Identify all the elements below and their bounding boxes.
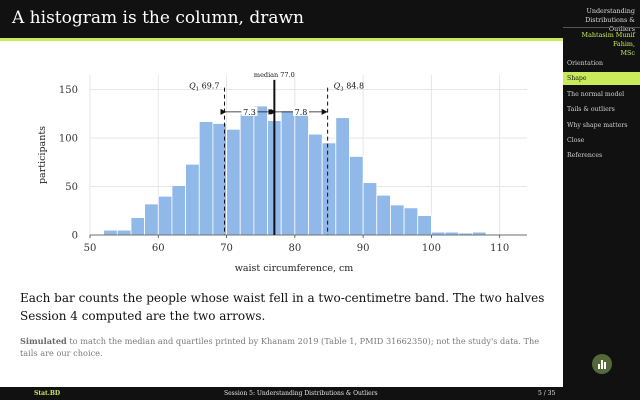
y-tick-label: 50 — [65, 182, 78, 193]
histogram-bar — [362, 182, 378, 236]
nav-item-why-shape-matters[interactable]: Why shape matters — [567, 121, 628, 129]
x-tick-label: 110 — [490, 243, 509, 254]
x-tick-label: 50 — [84, 243, 97, 254]
histogram-bar — [144, 203, 159, 236]
sidebar-divider — [563, 27, 640, 28]
histogram-bar — [349, 156, 364, 236]
histogram-bar — [471, 231, 487, 236]
histogram-bar — [417, 215, 432, 236]
deck-author-line2: MSc — [620, 49, 635, 57]
histogram-bar — [294, 114, 309, 236]
source-note: Simulated to match the median and quarti… — [20, 335, 545, 359]
histogram-bar — [130, 217, 146, 236]
histogram-bar — [444, 231, 460, 236]
x-tick-label: 100 — [422, 243, 441, 254]
nav-item-the-normal-model[interactable]: The normal model — [567, 90, 625, 98]
y-tick-label: 150 — [59, 85, 78, 96]
right-half-arrow-label: 7.8 — [295, 108, 308, 117]
histogram-bar — [116, 229, 132, 236]
slide-caption: Each bar counts the people whose waist f… — [20, 291, 545, 323]
source-note-text: to match the median and quartiles printe… — [20, 336, 540, 358]
histogram-bar — [103, 229, 118, 236]
y-axis-label: participants — [37, 126, 48, 184]
slide-header: A histogram is the column, drawn — [0, 0, 563, 38]
histogram-bar — [157, 195, 173, 236]
histogram-bar — [253, 105, 268, 236]
y-tick-label: 100 — [59, 134, 78, 145]
histogram-bar — [431, 231, 446, 236]
nav-item-orientation[interactable]: Orientation — [567, 60, 604, 67]
histogram-bar — [308, 133, 323, 236]
x-tick-label: 90 — [357, 243, 370, 254]
histogram-bar — [239, 113, 255, 236]
nav-item-close[interactable]: Close — [567, 136, 585, 144]
histogram-bar — [226, 128, 241, 236]
slide-title: A histogram is the column, drawn — [12, 8, 304, 28]
histogram-bar — [198, 121, 214, 236]
footer-page-number: 5 / 35 — [538, 390, 556, 397]
q3-label: Q3 84.8 — [334, 82, 364, 93]
left-half-arrow-label: 7.3 — [243, 108, 256, 117]
histogram-bar — [376, 194, 391, 236]
y-tick-label: 0 — [72, 231, 78, 242]
histogram-bar — [171, 185, 186, 236]
x-tick-label: 70 — [220, 243, 233, 254]
nav-item-shape[interactable]: Shape — [563, 72, 640, 86]
deck-title-line1: Understanding — [586, 7, 635, 15]
histogram-bar — [321, 142, 337, 236]
deck-author: Mahtasim Munif Fahim, MSc — [563, 31, 635, 58]
histogram-bar — [335, 117, 350, 236]
x-tick-label: 80 — [288, 243, 301, 254]
deck-title: Understanding Distributions & Outliers — [563, 7, 635, 34]
footer-bar: Stat.BD Session 5: Understanding Distrib… — [0, 387, 640, 400]
histogram-bar — [185, 163, 200, 236]
footer-brand[interactable]: Stat.BD — [34, 390, 61, 397]
deck-title-line2: Distributions & Outliers — [585, 16, 635, 33]
bar-chart-icon — [598, 360, 606, 369]
histogram-bars — [103, 105, 487, 236]
source-note-lead: Simulated — [20, 336, 67, 346]
deck-author-line1: Mahtasim Munif Fahim, — [581, 31, 635, 48]
sidebar: Understanding Distributions & Outliers M… — [563, 0, 640, 387]
chart-axes: 50 60 70 80 90 100 110 0 50 100 150 — [59, 85, 527, 254]
nav-item-tails-outliers[interactable]: Tails & outliers — [567, 106, 615, 114]
chart-annotations: median 77.0 Q1 69.7 Q3 84.8 7.3 7.8 — [189, 71, 364, 235]
histogram-bar — [403, 207, 419, 236]
median-label: median 77.0 — [254, 71, 295, 79]
histogram-chart: 50 60 70 80 90 100 110 0 50 100 150 median 77.0 Q1 … — [37, 71, 527, 274]
section-nav: Orientation Shape The normal model Tails & … — [563, 57, 640, 165]
header-accent-rule — [0, 38, 563, 41]
chart-menu-button[interactable] — [592, 354, 612, 374]
slide: A histogram is the column, drawn 50 60 70 8… — [0, 0, 563, 359]
footer-session: Session 5: Understanding Distributions &… — [224, 390, 378, 397]
x-axis-label: waist circumference, cm — [235, 263, 354, 274]
histogram-bar — [280, 110, 296, 236]
nav-item-references[interactable]: References — [567, 152, 603, 160]
q1-label: Q1 69.7 — [189, 82, 219, 93]
x-tick-label: 60 — [152, 243, 165, 254]
histogram-bar — [390, 204, 405, 236]
